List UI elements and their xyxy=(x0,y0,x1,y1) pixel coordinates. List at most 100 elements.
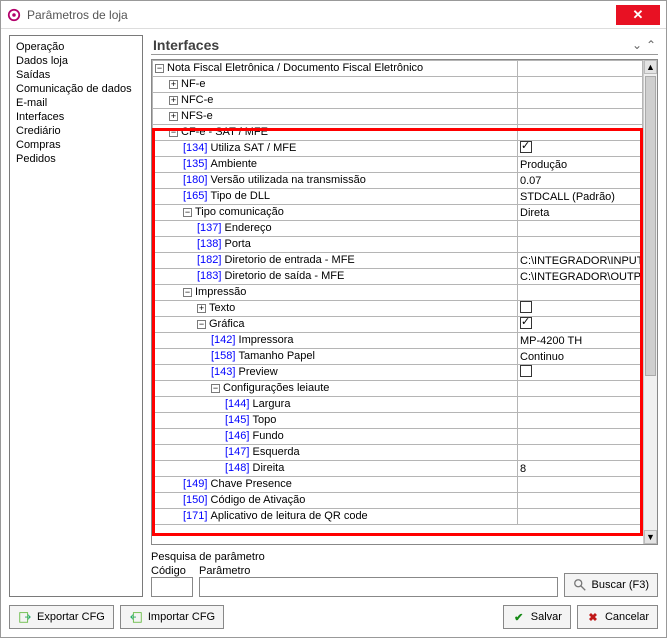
collapse-all-icon[interactable]: ⌄ xyxy=(630,38,644,52)
collapse-icon[interactable]: − xyxy=(169,128,178,137)
scroll-up-arrow[interactable]: ▲ xyxy=(644,60,657,74)
param-row[interactable]: [143] Preview xyxy=(153,365,643,381)
param-value[interactable]: STDCALL (Padrão) xyxy=(520,191,615,203)
sidebar-item[interactable]: Dados loja xyxy=(16,54,136,68)
param-row[interactable]: [142] Impressora MP-4200 TH xyxy=(153,333,643,349)
param-row[interactable]: [144] Largura xyxy=(153,397,643,413)
param-code: [149] xyxy=(183,478,211,490)
parametro-input[interactable] xyxy=(199,577,558,597)
sidebar-item[interactable]: Comunicação de dados xyxy=(16,82,136,96)
codigo-label: Código xyxy=(151,565,193,577)
sidebar-item[interactable]: Compras xyxy=(16,138,136,152)
param-value[interactable]: MP-4200 TH xyxy=(520,335,582,347)
param-row[interactable]: +NFC-e xyxy=(153,93,643,109)
param-checkbox[interactable] xyxy=(520,141,532,153)
param-code: [171] xyxy=(183,510,211,522)
param-row[interactable]: [146] Fundo xyxy=(153,429,643,445)
cancel-button[interactable]: ✖ Cancelar xyxy=(577,605,658,629)
expand-icon[interactable]: + xyxy=(169,80,178,89)
param-label: Impressora xyxy=(239,335,294,347)
param-row[interactable]: +NFS-e xyxy=(153,109,643,125)
param-row[interactable]: [138] Porta xyxy=(153,237,643,253)
param-row[interactable]: [149] Chave Presence xyxy=(153,477,643,493)
save-button[interactable]: ✔ Salvar xyxy=(503,605,571,629)
sidebar-item[interactable]: Operação xyxy=(16,40,136,54)
codigo-input[interactable] xyxy=(151,577,193,597)
expand-icon[interactable]: + xyxy=(169,112,178,121)
param-row[interactable]: [145] Topo xyxy=(153,413,643,429)
param-row[interactable]: [171] Aplicativo de leitura de QR code xyxy=(153,509,643,525)
param-value[interactable]: Continuo xyxy=(520,351,564,363)
param-row[interactable]: −Configurações leiaute xyxy=(153,381,643,397)
param-row[interactable]: [182] Diretorio de entrada - MFEC:\INTEG… xyxy=(153,253,643,269)
collapse-icon[interactable]: − xyxy=(211,384,220,393)
param-value[interactable]: Direta xyxy=(520,207,549,219)
param-row[interactable]: [183] Diretorio de saída - MFEC:\INTEGRA… xyxy=(153,269,643,285)
param-checkbox[interactable] xyxy=(520,301,532,313)
param-label: Nota Fiscal Eletrônica / Documento Fisca… xyxy=(167,63,423,75)
scroll-thumb[interactable] xyxy=(645,76,656,376)
param-code: [134] xyxy=(183,142,211,154)
param-row[interactable]: [134] Utiliza SAT / MFE xyxy=(153,141,643,157)
param-value[interactable]: Produção xyxy=(520,159,567,171)
close-button[interactable]: ✕ xyxy=(616,5,660,25)
vertical-scrollbar[interactable]: ▲ ▼ xyxy=(643,60,657,544)
search-panel: Pesquisa de parâmetro Código Parâmetro xyxy=(151,551,658,597)
param-value[interactable]: C:\INTEGRADOR\INPUT xyxy=(520,255,643,267)
param-label: Tipo comunicação xyxy=(195,207,284,219)
footer-bar: Exportar CFG Importar CFG ✔ Salvar ✖ Can… xyxy=(9,605,658,629)
param-grid[interactable]: −Nota Fiscal Eletrônica / Documento Fisc… xyxy=(151,59,658,545)
buscar-label: Buscar (F3) xyxy=(592,579,649,591)
param-value[interactable]: 0.07 xyxy=(520,175,541,187)
param-row[interactable]: −Nota Fiscal Eletrônica / Documento Fisc… xyxy=(153,61,643,77)
panel-title: Interfaces xyxy=(151,37,630,53)
param-row[interactable]: [150] Código de Ativação xyxy=(153,493,643,509)
param-code: [142] xyxy=(211,334,239,346)
scroll-down-arrow[interactable]: ▼ xyxy=(644,530,657,544)
param-row[interactable]: +NF-e xyxy=(153,77,643,93)
param-label: Diretorio de entrada - MFE xyxy=(225,255,355,267)
sidebar-item[interactable]: Pedidos xyxy=(16,152,136,166)
param-label: Esquerda xyxy=(253,447,300,459)
export-cfg-button[interactable]: Exportar CFG xyxy=(9,605,114,629)
param-row[interactable]: [148] Direita8 xyxy=(153,461,643,477)
param-row[interactable]: +Texto xyxy=(153,301,643,317)
collapse-icon[interactable]: − xyxy=(155,64,164,73)
import-cfg-button[interactable]: Importar CFG xyxy=(120,605,224,629)
collapse-icon[interactable]: − xyxy=(183,288,192,297)
sidebar-item[interactable]: E-mail xyxy=(16,96,136,110)
param-code: [144] xyxy=(225,398,253,410)
expand-all-icon[interactable]: ⌃ xyxy=(644,38,658,52)
param-code: [143] xyxy=(211,366,239,378)
expand-icon[interactable]: + xyxy=(197,304,206,313)
param-value[interactable]: 8 xyxy=(520,463,526,475)
param-row[interactable]: [135] AmbienteProdução xyxy=(153,157,643,173)
param-value[interactable]: C:\INTEGRADOR\OUTPUT xyxy=(520,271,643,283)
sidebar-item[interactable]: Crediário xyxy=(16,124,136,138)
param-label: Endereço xyxy=(225,223,272,235)
param-row[interactable]: [147] Esquerda xyxy=(153,445,643,461)
param-row[interactable]: −Gráfica xyxy=(153,317,643,333)
param-row[interactable]: [158] Tamanho PapelContinuo xyxy=(153,349,643,365)
param-row[interactable]: [180] Versão utilizada na transmissão0.0… xyxy=(153,173,643,189)
param-checkbox[interactable] xyxy=(520,365,532,377)
param-row[interactable]: −CF-e - SAT / MFE xyxy=(153,125,643,141)
buscar-button[interactable]: Buscar (F3) xyxy=(564,573,658,597)
sidebar-item[interactable]: Interfaces xyxy=(16,110,136,124)
import-icon xyxy=(129,610,143,624)
expand-icon[interactable]: + xyxy=(169,96,178,105)
param-code: [147] xyxy=(225,446,253,458)
param-row[interactable]: −Tipo comunicação Direta xyxy=(153,205,643,221)
export-label: Exportar CFG xyxy=(37,611,105,623)
param-code: [183] xyxy=(197,270,225,282)
param-row[interactable]: [165] Tipo de DLLSTDCALL (Padrão) xyxy=(153,189,643,205)
param-label: NFC-e xyxy=(181,95,213,107)
param-code: [145] xyxy=(225,414,253,426)
param-label: Fundo xyxy=(253,431,284,443)
param-row[interactable]: −Impressão xyxy=(153,285,643,301)
param-checkbox[interactable] xyxy=(520,317,532,329)
collapse-icon[interactable]: − xyxy=(197,320,206,329)
collapse-icon[interactable]: − xyxy=(183,208,192,217)
sidebar-item[interactable]: Saídas xyxy=(16,68,136,82)
param-row[interactable]: [137] Endereço xyxy=(153,221,643,237)
